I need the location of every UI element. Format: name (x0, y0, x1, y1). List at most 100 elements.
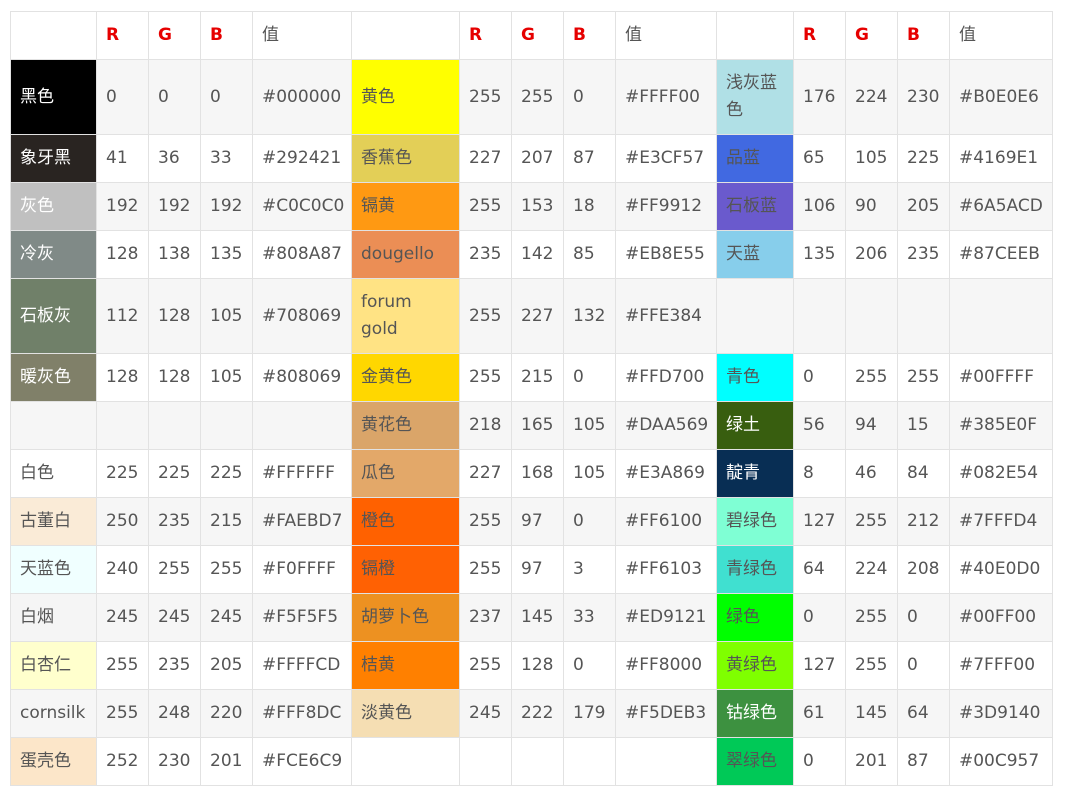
g-value-cell: 168 (511, 449, 564, 498)
b-value-cell: 3 (563, 545, 616, 594)
color-swatch-cell: 瓜色 (351, 449, 460, 498)
r-value-cell: 255 (96, 641, 149, 690)
g-value-cell: 128 (148, 353, 201, 402)
color-swatch-cell: 白杏仁 (10, 641, 97, 690)
color-swatch-cell: 碧绿色 (716, 497, 794, 546)
g-value-cell: 145 (511, 593, 564, 642)
color-swatch-cell: 白色 (10, 449, 97, 498)
hex-value-cell: #FFD700 (615, 353, 717, 402)
color-swatch-cell: 黄花色 (351, 401, 460, 450)
table-row: 天蓝色 240 255 255 #F0FFFF 镉橙 255 97 3 #FF6103 青绿色 64 2… (10, 545, 1053, 594)
g-value-cell: 97 (511, 545, 564, 594)
b-value-cell: 220 (200, 689, 253, 738)
r-value-cell: 240 (96, 545, 149, 594)
color-swatch-cell: 石板蓝 (716, 182, 794, 231)
hex-value-cell: #C0C0C0 (252, 182, 352, 231)
b-value-cell: 64 (897, 689, 950, 738)
r-value-cell: 0 (96, 59, 149, 135)
r-value-cell: 255 (459, 353, 512, 402)
hex-value-cell: #6A5ACD (949, 182, 1053, 231)
table-row: 黑色 0 0 0 #000000 黄色 255 255 0 #FFFF00 浅灰蓝色 176 224 23… (10, 59, 1053, 135)
b-value-cell: 105 (563, 449, 616, 498)
hex-value-cell (949, 278, 1053, 354)
table-row: 灰色 192 192 192 #C0C0C0 镉黄 255 153 18 #FF9912 石板蓝 10… (10, 182, 1053, 231)
b-value-cell: 87 (897, 737, 950, 786)
color-swatch-cell: 冷灰 (10, 230, 97, 279)
hex-value-cell: #7FFF00 (949, 641, 1053, 690)
header-value-cell: 值 (252, 11, 352, 60)
g-value-cell: 255 (845, 593, 898, 642)
g-value-cell: 206 (845, 230, 898, 279)
b-value-cell: 255 (897, 353, 950, 402)
hex-value-cell: #4169E1 (949, 134, 1053, 183)
color-swatch-cell (716, 278, 794, 354)
color-swatch-cell: 古董白 (10, 497, 97, 546)
b-value-cell: 215 (200, 497, 253, 546)
b-value-cell: 225 (200, 449, 253, 498)
table-row: 冷灰 128 138 135 #808A87 dougello 235 142 85 #EB8E5… (10, 230, 1053, 279)
r-value-cell: 255 (459, 59, 512, 135)
header-name-cell (10, 11, 97, 60)
color-swatch-cell: 钴绿色 (716, 689, 794, 738)
color-swatch-cell: 靛青 (716, 449, 794, 498)
table-row: 黄花色 218 165 105 #DAA569 绿土 56 94 15 #385E0F (10, 401, 1053, 450)
b-value-cell: 212 (897, 497, 950, 546)
r-value-cell: 237 (459, 593, 512, 642)
header-b-cell: B (563, 11, 616, 60)
hex-value-cell: #808069 (252, 353, 352, 402)
b-value-cell: 0 (563, 641, 616, 690)
table-row: 暖灰色 128 128 105 #808069 金黄色 255 215 0 #FFD700 青色 0 2… (10, 353, 1053, 402)
b-value-cell: 230 (897, 59, 950, 135)
hex-value-cell: #082E54 (949, 449, 1053, 498)
header-g-cell: G (148, 11, 201, 60)
g-value-cell: 227 (511, 278, 564, 354)
color-swatch-cell: 香蕉色 (351, 134, 460, 183)
header-b-cell: B (200, 11, 253, 60)
table-row: 石板灰 112 128 105 #708069 forum gold 255 227 132 #F… (10, 278, 1053, 354)
color-swatch-cell: 橙色 (351, 497, 460, 546)
b-value-cell: 132 (563, 278, 616, 354)
b-value-cell: 235 (897, 230, 950, 279)
g-value-cell: 145 (845, 689, 898, 738)
hex-value-cell: #F0FFFF (252, 545, 352, 594)
table-row: 白色 225 225 225 #FFFFFF 瓜色 227 168 105 #E3A869 靛青 8 4… (10, 449, 1053, 498)
r-value-cell: 227 (459, 449, 512, 498)
g-value-cell: 138 (148, 230, 201, 279)
r-value-cell: 128 (96, 353, 149, 402)
g-value-cell: 224 (845, 59, 898, 135)
hex-value-cell: #FF9912 (615, 182, 717, 231)
hex-value-cell: #DAA569 (615, 401, 717, 450)
color-swatch-cell: 桔黄 (351, 641, 460, 690)
b-value-cell: 201 (200, 737, 253, 786)
color-swatch-cell: cornsilk (10, 689, 97, 738)
table-row: 蛋壳色 252 230 201 #FCE6C9 翠绿色 0 201 87 #00C957 (10, 737, 1053, 786)
hex-value-cell: #F5DEB3 (615, 689, 717, 738)
color-swatch-cell: 金黄色 (351, 353, 460, 402)
hex-value-cell: #FF8000 (615, 641, 717, 690)
g-value-cell: 46 (845, 449, 898, 498)
g-value-cell: 255 (148, 545, 201, 594)
b-value-cell: 225 (897, 134, 950, 183)
b-value-cell: 0 (897, 641, 950, 690)
g-value-cell: 255 (845, 497, 898, 546)
b-value-cell (200, 401, 253, 450)
r-value-cell: 176 (793, 59, 846, 135)
hex-value-cell: #00C957 (949, 737, 1053, 786)
color-swatch-cell: 镉黄 (351, 182, 460, 231)
b-value-cell: 0 (563, 59, 616, 135)
color-swatch-cell: forum gold (351, 278, 460, 354)
r-value-cell: 235 (459, 230, 512, 279)
g-value-cell: 97 (511, 497, 564, 546)
hex-value-cell (252, 401, 352, 450)
b-value-cell: 87 (563, 134, 616, 183)
hex-value-cell: #7FFFD4 (949, 497, 1053, 546)
g-value-cell: 230 (148, 737, 201, 786)
header-g-cell: G (845, 11, 898, 60)
color-swatch-cell: 灰色 (10, 182, 97, 231)
color-swatch-cell: 天蓝 (716, 230, 794, 279)
hex-value-cell: #EB8E55 (615, 230, 717, 279)
g-value-cell: 94 (845, 401, 898, 450)
r-value-cell: 245 (96, 593, 149, 642)
hex-value-cell: #87CEEB (949, 230, 1053, 279)
b-value-cell: 105 (200, 278, 253, 354)
